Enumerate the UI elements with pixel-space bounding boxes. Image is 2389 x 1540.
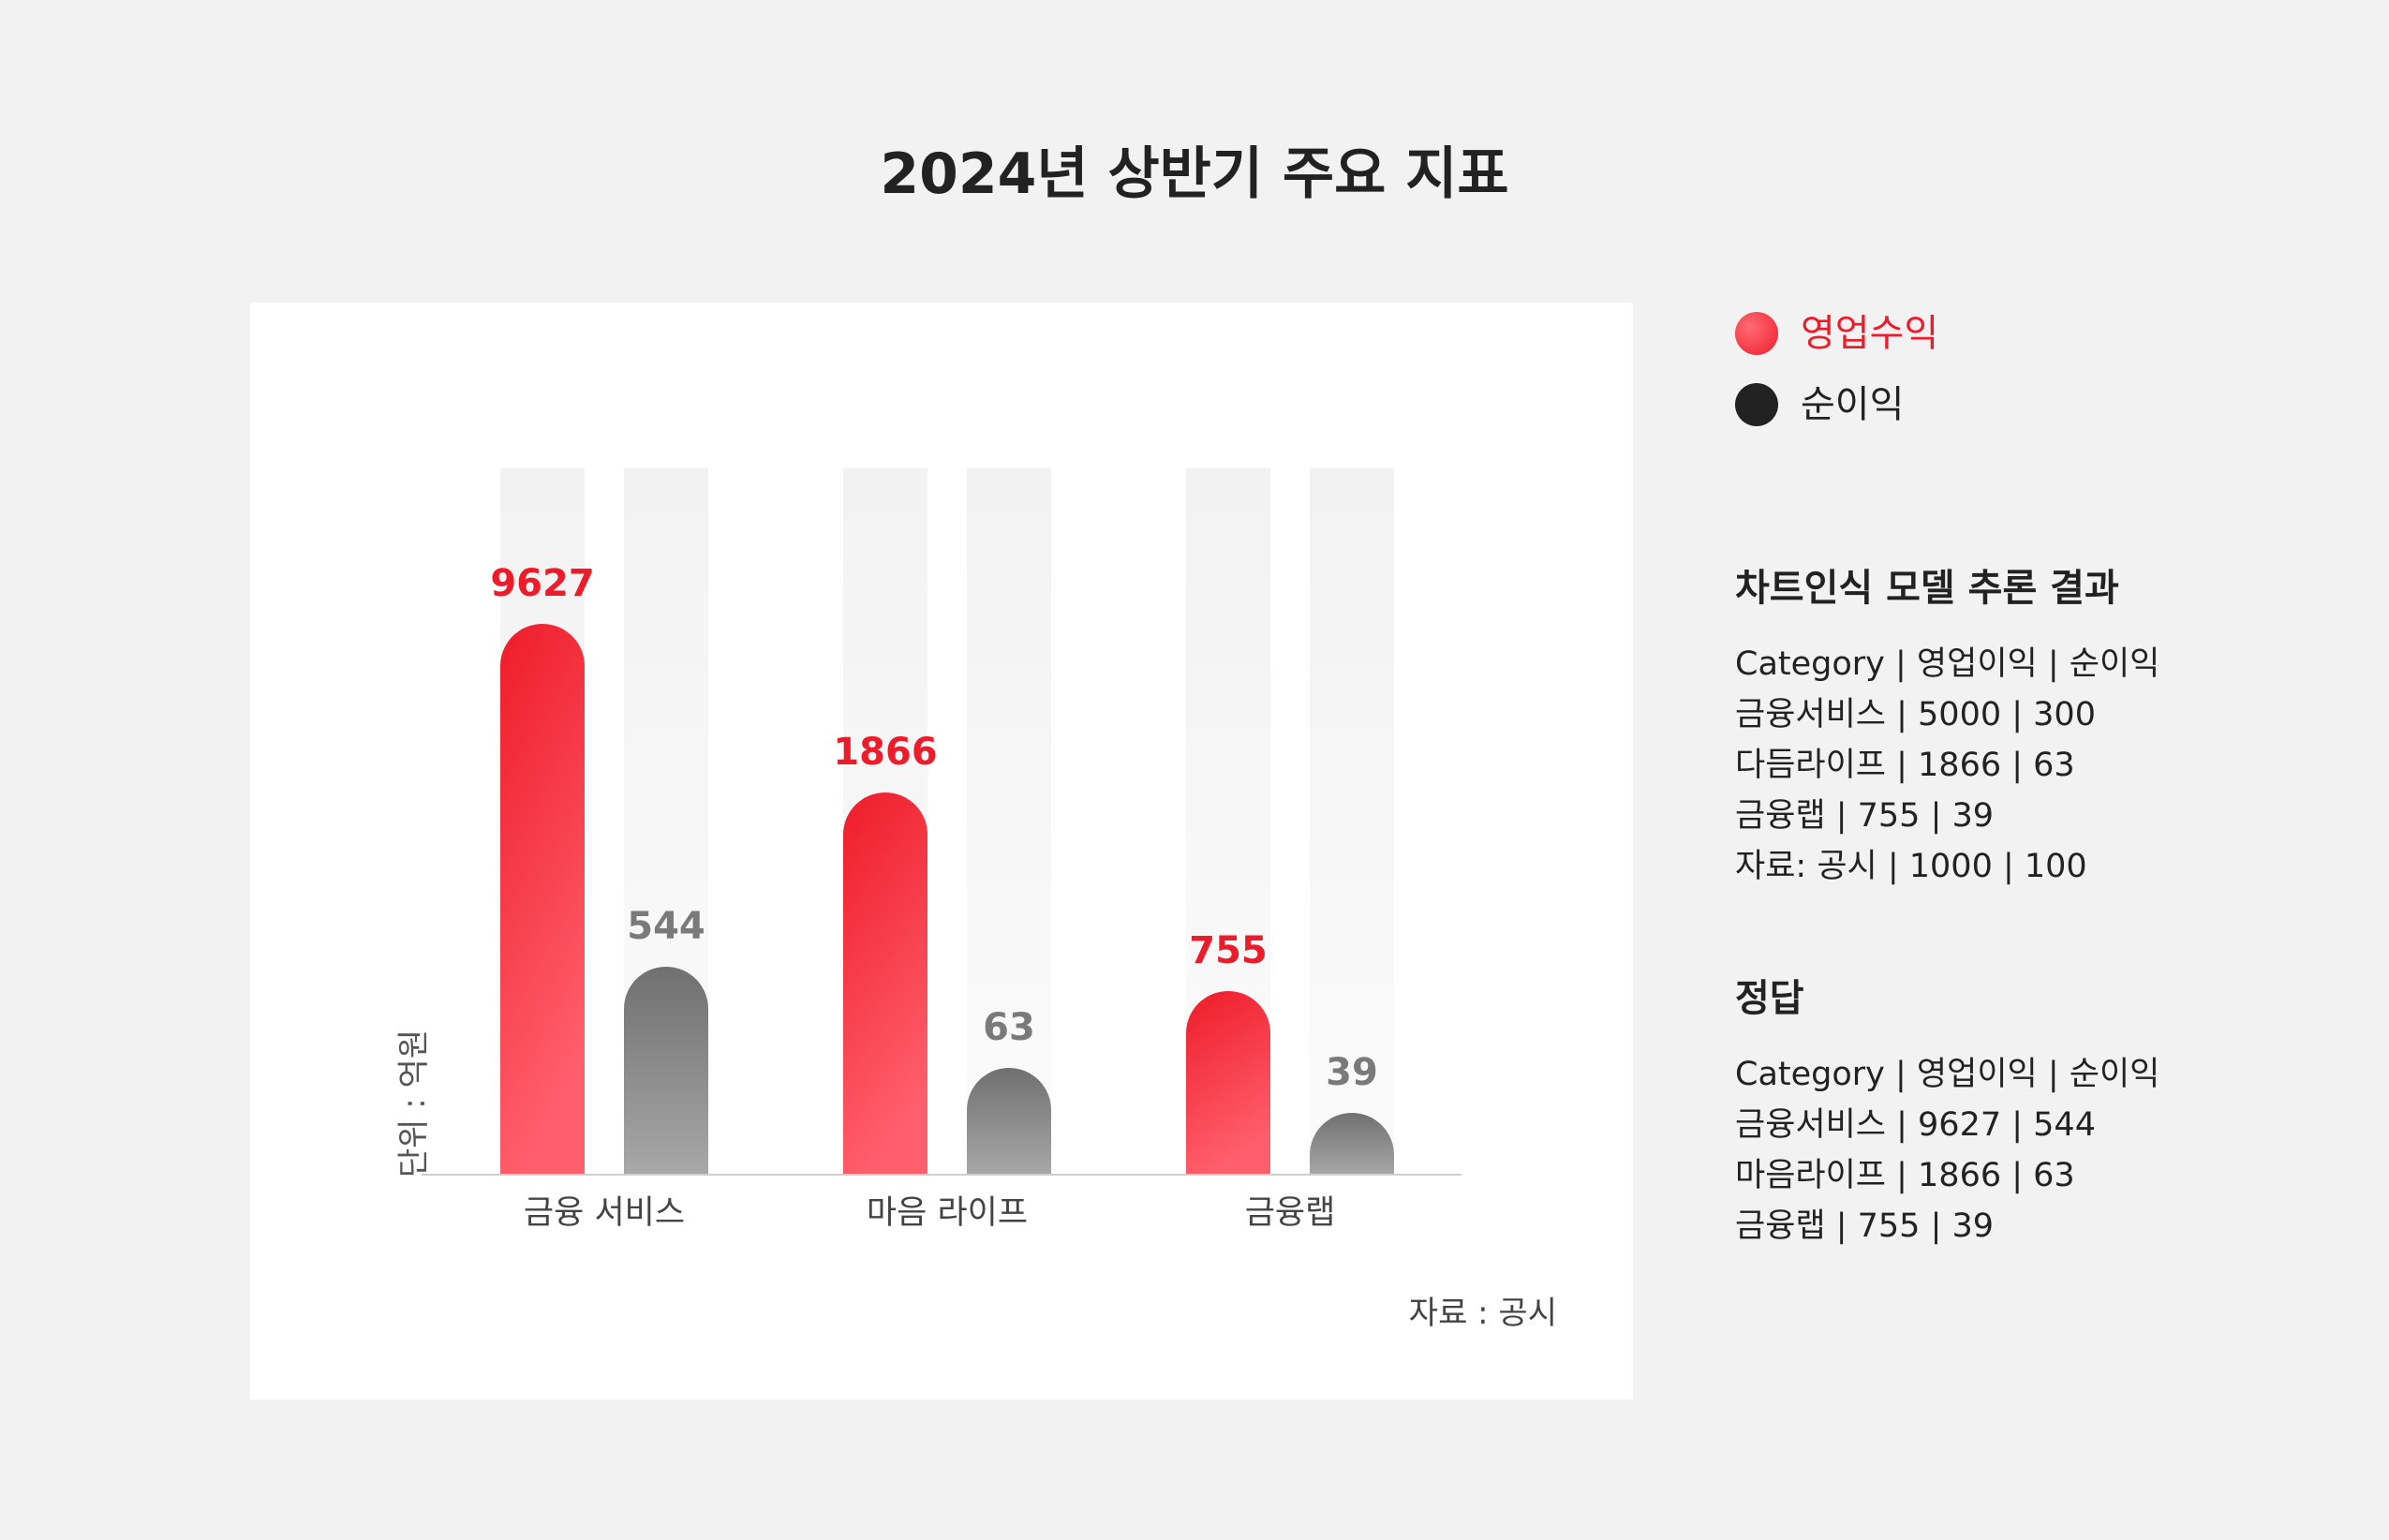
legend-label-net-income: 순이익: [1801, 383, 1905, 426]
bar-net-income: [1310, 1113, 1394, 1175]
bar-value-label: 1866: [833, 731, 937, 774]
source-label: 자료 : 공시: [1409, 1295, 1557, 1332]
inference-line: Category | 영업이익 | 순이익: [1735, 645, 2160, 683]
legend: 영업수익 순이익: [1735, 298, 1938, 440]
bar-value-label: 39: [1326, 1051, 1378, 1094]
x-axis-category-label: 마음 라이프: [867, 1194, 1028, 1232]
inference-line: 금융랩 | 755 | 39: [1735, 797, 1995, 835]
answer-line: Category | 영업이익 | 순이익: [1735, 1056, 2160, 1093]
red-dot-icon: [1735, 312, 1778, 355]
inference-title: 차트인식 모델 추론 결과: [1735, 567, 2119, 610]
x-axis-category-label: 금융랩: [1245, 1194, 1336, 1232]
bar-track: [1310, 468, 1394, 1175]
bar-net-income: [624, 967, 708, 1175]
bar-value-label: 63: [983, 1006, 1035, 1049]
answer-block: 정답 Category | 영업이익 | 순이익 금융서비스 | 9627 | …: [1735, 972, 2159, 1251]
legend-label-revenue: 영업수익: [1801, 312, 1939, 355]
bar-chart: 9627 544 금융 서비스 1866 63 마음 라이프 755 39 금융랩 단위 : 억…: [395, 468, 1557, 1332]
bar-revenue: [1186, 991, 1270, 1175]
bar-value-label: 544: [627, 905, 705, 948]
page-title: 2024년 상반기 주요 지표: [880, 141, 1509, 207]
bar-net-income: [967, 1068, 1051, 1175]
answer-line: 마음라이프 | 1866 | 63: [1735, 1157, 2075, 1194]
bar-revenue: [500, 624, 585, 1175]
y-axis-unit-label: 단위 : 억원: [395, 1029, 433, 1177]
bar-value-label: 9627: [490, 562, 594, 605]
x-axis-category-label: 금융 서비스: [524, 1194, 685, 1232]
inference-line: 자료: 공시 | 1000 | 100: [1735, 848, 2087, 885]
bar-track: [967, 468, 1051, 1175]
answer-line: 금융서비스 | 9627 | 544: [1735, 1106, 2096, 1144]
answer-line: 금융랩 | 755 | 39: [1735, 1207, 1995, 1245]
inference-line: 금융서비스 | 5000 | 300: [1735, 696, 2096, 733]
inference-result-block: 차트인식 모델 추론 결과 Category | 영업이익 | 순이익 금융서비…: [1735, 562, 2159, 892]
legend-item-revenue: 영업수익: [1735, 298, 1938, 369]
bar-revenue: [843, 792, 927, 1175]
bar-value-label: 755: [1189, 929, 1268, 972]
inference-line: 다듬라이프 | 1866 | 63: [1735, 747, 2075, 784]
answer-title: 정답: [1735, 977, 1804, 1020]
chart-panel: 9627 544 금융 서비스 1866 63 마음 라이프 755 39 금융랩 단위 : 억…: [250, 303, 1633, 1399]
black-dot-icon: [1735, 383, 1778, 426]
legend-item-net-income: 순이익: [1735, 369, 1938, 440]
